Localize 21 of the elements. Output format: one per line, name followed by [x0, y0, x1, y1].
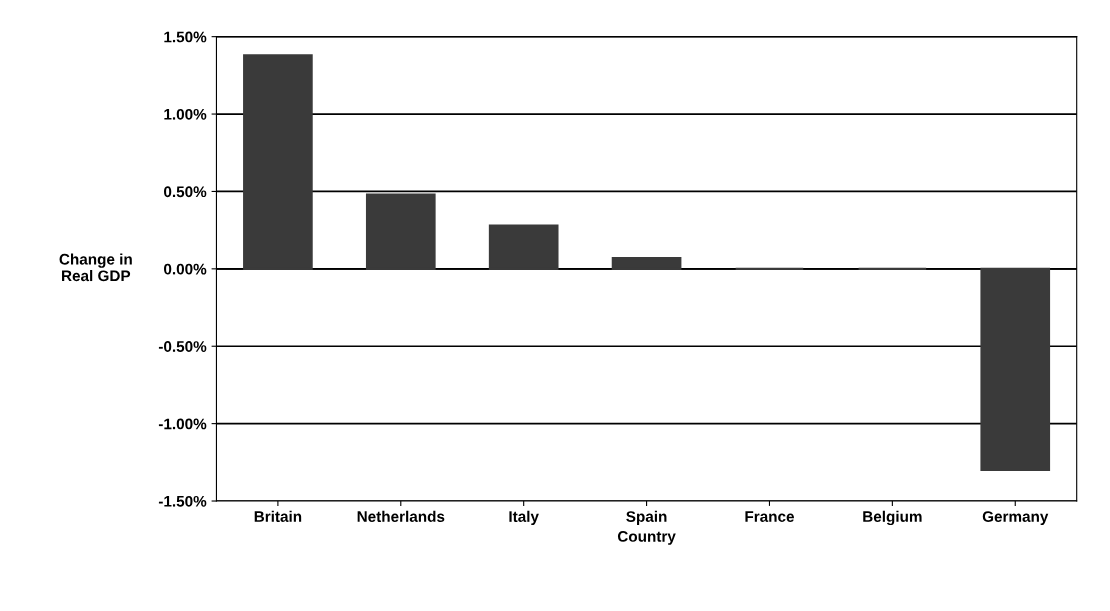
bar: [611, 256, 682, 270]
x-tick-label: Germany: [982, 511, 1049, 525]
bar: [365, 193, 436, 270]
bar: [243, 54, 313, 270]
x-tick-label: Netherlands: [357, 510, 445, 522]
bar: [980, 267, 1051, 472]
y-tick-label: -1.50%: [158, 495, 207, 507]
x-tick-label: Italy: [509, 510, 539, 525]
x-tick-label: Britain: [254, 510, 302, 522]
y-tick-label: -0.50%: [158, 341, 207, 352]
y-tick-label: -1.00%: [158, 418, 207, 430]
x-axis-title: Country: [617, 531, 676, 545]
bar: [488, 224, 559, 270]
y-tick-label: 1.50%: [164, 31, 207, 43]
y-tick-label: 1.00%: [164, 108, 207, 120]
y-tick-label: 0.00%: [164, 263, 207, 275]
x-tick-label: Spain: [626, 510, 667, 525]
x-tick-label: Belgium: [863, 510, 922, 526]
y-axis-title: Change in Real GDP: [59, 253, 132, 282]
x-tick-label: France: [745, 511, 794, 522]
y-tick-label: 0.50%: [164, 186, 207, 198]
